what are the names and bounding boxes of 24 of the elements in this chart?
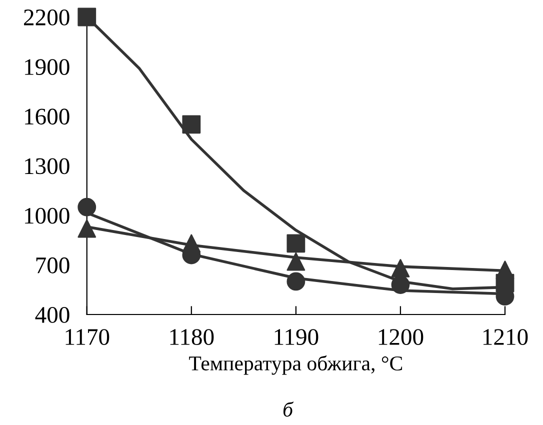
y-tick-label: 2200 [24, 9, 70, 26]
text: б [283, 402, 294, 417]
x-tick-label: 1170 [66, 329, 110, 346]
point [78, 8, 96, 26]
point [286, 234, 306, 253]
point [78, 219, 96, 238]
point [286, 252, 306, 271]
x-tick-label: 1190 [274, 329, 318, 346]
y-tick-label: 1000 [25, 208, 70, 224]
x-tick-label: 1200 [378, 329, 424, 346]
point [286, 272, 306, 291]
x-tick-label: 1180 [170, 329, 214, 346]
point [78, 198, 96, 216]
x-axis-title: Температура обжига, °C [189, 355, 402, 375]
point [182, 115, 201, 134]
y-tick-label: 700 [36, 257, 70, 274]
point [496, 260, 514, 280]
point [391, 276, 410, 294]
point [391, 259, 410, 278]
y-tick-label: 1900 [25, 59, 70, 76]
y-tick-label: 400 [35, 306, 70, 323]
x-tick-label: 1210 [483, 329, 528, 346]
y-tick-label: 1600 [25, 108, 70, 125]
y-tick-label: 1300 [25, 158, 70, 174]
